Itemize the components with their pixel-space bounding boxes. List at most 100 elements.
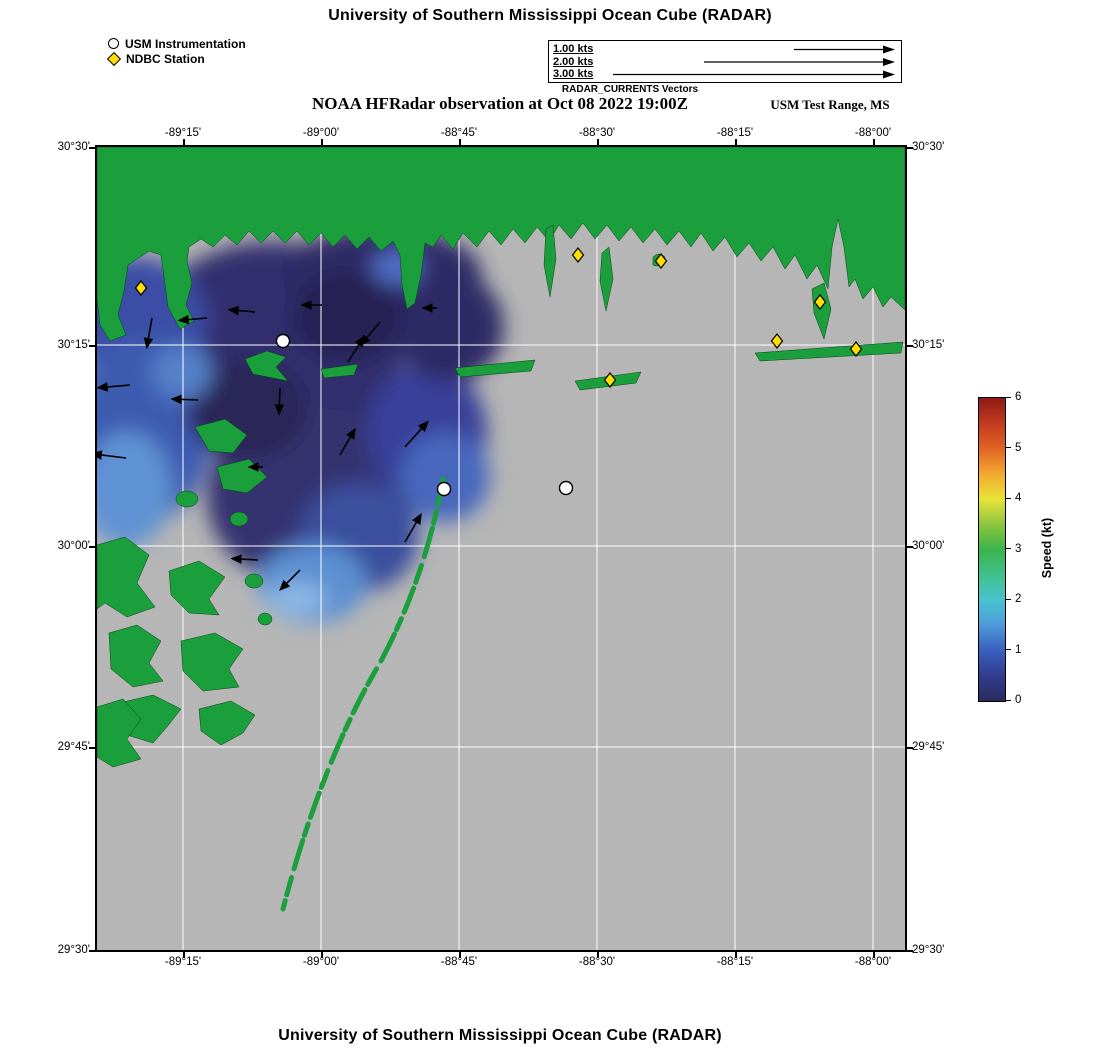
current-vectors xyxy=(97,300,437,591)
usm-instrumentation-marker xyxy=(275,333,291,349)
x-tick-label-top: -88°45' xyxy=(440,127,478,139)
horn-island xyxy=(454,359,536,378)
x-tick-label-bottom: -88°15' xyxy=(716,956,754,968)
page-title: University of Southern Mississippi Ocean… xyxy=(328,7,772,24)
usm-circle-icon xyxy=(108,38,119,49)
sound-islet-5 xyxy=(244,573,264,589)
map-legend: USM Instrumentation NDBC Station xyxy=(106,36,246,66)
y-tick-mark xyxy=(89,747,95,749)
x-tick-label-bottom: -88°45' xyxy=(440,956,478,968)
ndbc-station-marker xyxy=(654,253,668,269)
marsh-3 xyxy=(108,624,164,688)
x-tick-mark xyxy=(597,139,599,145)
marsh-2 xyxy=(168,560,226,616)
mainland-coast xyxy=(97,147,905,342)
current-vector-arrow xyxy=(97,450,127,460)
colorbar-tick-mark xyxy=(1005,548,1011,550)
biloxi-sliver xyxy=(543,224,557,298)
usm-instrumentation-marker xyxy=(558,480,574,496)
ndbc-station-marker xyxy=(813,294,827,310)
ndbc-station-marker xyxy=(134,280,148,296)
y-tick-label-left: 29°45' xyxy=(57,741,90,753)
marsh-4 xyxy=(180,632,244,692)
y-tick-mark xyxy=(89,546,95,548)
sound-islet-1 xyxy=(194,418,248,454)
x-tick-mark xyxy=(597,952,599,958)
x-tick-mark xyxy=(321,952,323,958)
marsh-7 xyxy=(97,698,142,768)
colorbar-tick-label: 6 xyxy=(1015,391,1022,403)
scale-vector-arrowhead xyxy=(883,45,895,54)
scale-vector-arrowhead xyxy=(883,70,895,79)
x-tick-mark xyxy=(183,139,185,145)
y-tick-label-left: 30°15' xyxy=(57,339,90,351)
sound-islet-3 xyxy=(175,490,199,508)
colorbar-tick-mark xyxy=(1005,396,1011,398)
marsh-6 xyxy=(198,700,256,746)
current-vector-arrow xyxy=(227,305,256,316)
sound-islet-6 xyxy=(257,612,273,626)
x-tick-label-bottom: -88°00' xyxy=(854,956,892,968)
y-tick-label-left: 30°30' xyxy=(57,141,90,153)
y-tick-mark xyxy=(907,950,913,952)
current-vector-arrow xyxy=(404,420,429,448)
x-tick-mark xyxy=(735,139,737,145)
x-tick-label-top: -89°00' xyxy=(302,127,340,139)
y-tick-mark xyxy=(89,950,95,952)
x-tick-mark xyxy=(459,952,461,958)
current-vector-arrow xyxy=(143,317,154,350)
cat-island xyxy=(244,350,289,382)
ndbc-station-marker xyxy=(603,372,617,388)
x-tick-mark xyxy=(735,952,737,958)
x-tick-mark xyxy=(873,139,875,145)
x-tick-label-top: -88°00' xyxy=(854,127,892,139)
east-finger xyxy=(811,282,832,340)
current-vector-arrow xyxy=(97,382,131,392)
current-vector-arrow xyxy=(230,554,259,564)
colorbar-tick-label: 5 xyxy=(1015,441,1022,454)
bottom-page-title: University of Southern Mississippi Ocean… xyxy=(278,1027,722,1044)
test-range-label: USM Test Range, MS xyxy=(770,97,890,112)
scale-label-1kt: 1.00 kts xyxy=(553,43,594,55)
x-tick-mark xyxy=(183,952,185,958)
current-vector-arrow xyxy=(170,394,199,405)
chandeleur-arc xyxy=(280,476,446,912)
colorbar-tick-mark xyxy=(1005,699,1011,701)
colorbar-tick-label: 4 xyxy=(1015,492,1022,504)
vector-scale-lines xyxy=(613,45,895,79)
legend-item-ndbc: NDBC Station xyxy=(106,51,246,66)
colorbar-tick-mark xyxy=(1005,649,1011,651)
colorbar-tick-label: 3 xyxy=(1015,542,1022,555)
x-tick-label-top: -88°15' xyxy=(716,127,754,139)
y-tick-mark xyxy=(907,747,913,749)
ndbc-station-marker xyxy=(571,247,585,263)
pascagoula-sliver xyxy=(599,246,614,312)
scale-vector-arrowhead xyxy=(883,58,895,66)
y-tick-label-right: 30°30' xyxy=(912,141,945,153)
observation-subtitle: NOAA HFRadar observation at Oct 08 2022 … xyxy=(311,94,689,113)
ndbc-diamond-icon xyxy=(106,51,122,66)
current-vector-arrow xyxy=(404,512,422,543)
scale-label-2kt: 2.00 kts xyxy=(553,55,594,68)
x-tick-label-bottom: -89°00' xyxy=(302,956,340,968)
y-tick-mark xyxy=(907,345,913,347)
x-tick-label-top: -89°15' xyxy=(164,127,202,139)
colorbar-tick-label: 1 xyxy=(1015,643,1022,656)
y-tick-label-left: 30°00' xyxy=(57,540,90,552)
x-tick-label-top: -88°30' xyxy=(578,127,616,139)
y-tick-mark xyxy=(89,147,95,149)
x-tick-mark xyxy=(873,952,875,958)
scale-label-3kt: 3.00 kts xyxy=(553,68,594,80)
usm-instrumentation-marker xyxy=(436,481,452,497)
map-canvas xyxy=(97,147,905,950)
colorbar-tick-label: 2 xyxy=(1015,593,1022,605)
ndbc-station-marker xyxy=(770,333,784,349)
colorbar-axis-label: Speed (kt) xyxy=(1040,517,1054,579)
y-tick-mark xyxy=(89,345,95,347)
colorbar-tick-label: 0 xyxy=(1015,694,1022,706)
colorbar-tick-mark xyxy=(1005,447,1011,449)
current-vector-arrow xyxy=(177,314,208,325)
legend-item-usm: USM Instrumentation xyxy=(108,36,246,51)
x-tick-label-bottom: -88°30' xyxy=(578,956,616,968)
